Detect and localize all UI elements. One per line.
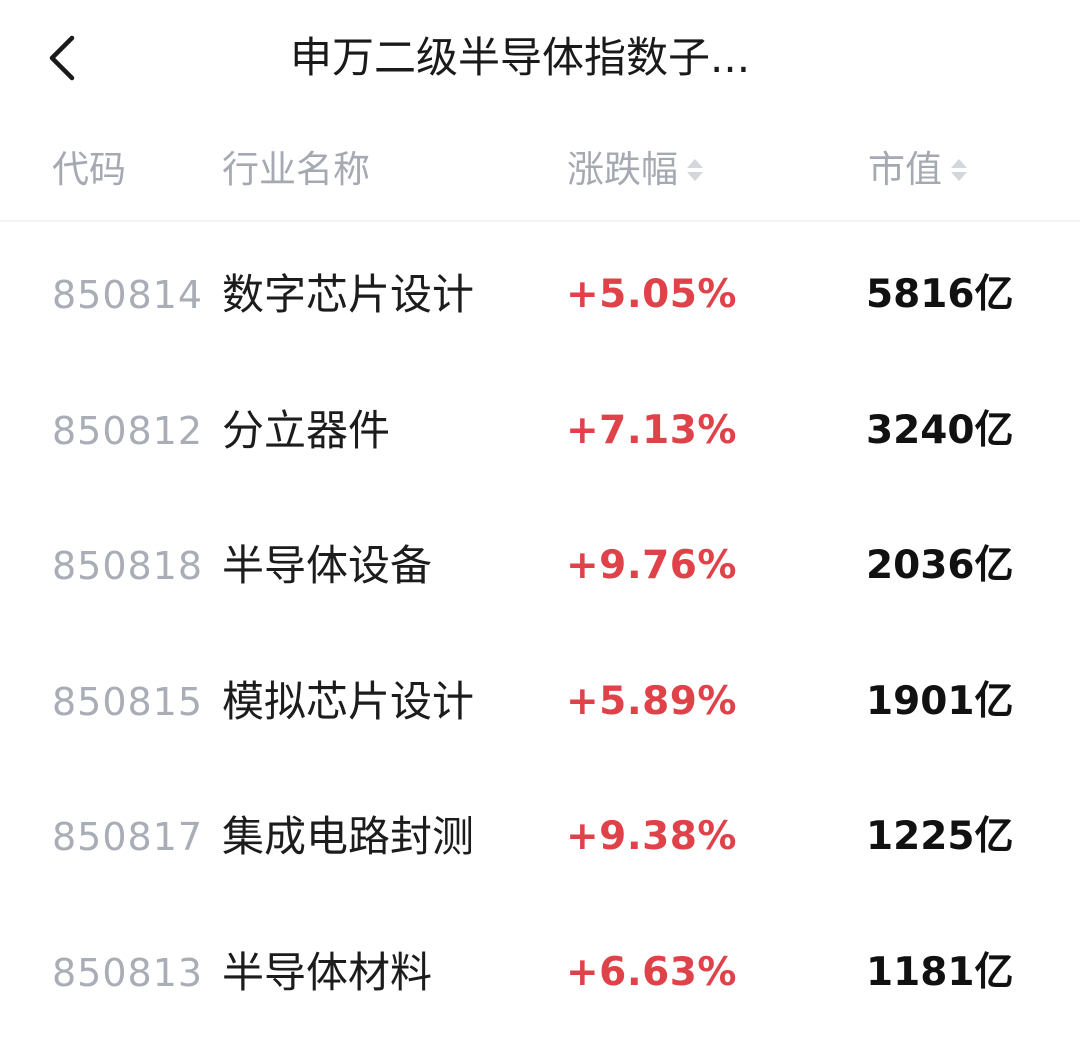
row-change: +7.13% bbox=[566, 407, 737, 453]
row-industry-name: 集成电路封测 bbox=[222, 812, 475, 861]
row-market-cap: 3240亿 bbox=[866, 407, 1014, 453]
sort-icon bbox=[948, 150, 970, 190]
column-header-market-cap-label: 市值 bbox=[868, 148, 942, 191]
row-change: +9.38% bbox=[566, 814, 737, 859]
row-industry-name: 分立器件 bbox=[222, 405, 391, 455]
back-button[interactable] bbox=[30, 22, 100, 92]
row-market-cap: 1181亿 bbox=[866, 949, 1014, 995]
column-header-change-label: 涨跌幅 bbox=[567, 148, 678, 191]
row-code: 850814 bbox=[52, 273, 204, 317]
table-body: 850814 数字芯片设计 +5.05% 5816亿 850812 分立器件 +… bbox=[0, 222, 1080, 1035]
row-industry-name: 半导体材料 bbox=[222, 947, 433, 997]
table-header: 代码 行业名称 涨跌幅 市值 bbox=[0, 120, 1080, 222]
chevron-left-icon bbox=[49, 35, 75, 81]
row-market-cap: 1225亿 bbox=[866, 814, 1014, 859]
row-change: +5.05% bbox=[566, 272, 737, 317]
row-code: 850818 bbox=[52, 544, 204, 588]
page-title: 申万二级半导体指数子... bbox=[290, 33, 751, 82]
row-industry-name: 半导体设备 bbox=[222, 541, 433, 590]
table-row[interactable]: 850813 半导体材料 +6.63% 1181亿 bbox=[0, 900, 1080, 1036]
row-code: 850813 bbox=[52, 950, 204, 995]
table-row[interactable]: 850817 集成电路封测 +9.38% 1225亿 bbox=[0, 764, 1080, 900]
column-header-name: 行业名称 bbox=[222, 146, 370, 194]
row-code: 850812 bbox=[52, 408, 204, 453]
row-industry-name: 数字芯片设计 bbox=[222, 270, 475, 319]
row-industry-name: 模拟芯片设计 bbox=[222, 676, 475, 726]
column-header-code: 代码 bbox=[52, 146, 126, 194]
column-header-code-label: 代码 bbox=[52, 148, 126, 191]
row-code: 850817 bbox=[52, 815, 204, 859]
row-change: +5.89% bbox=[566, 678, 737, 724]
sort-icon bbox=[684, 150, 706, 190]
table-row[interactable]: 850815 模拟芯片设计 +5.89% 1901亿 bbox=[0, 629, 1080, 765]
table-row[interactable]: 850814 数字芯片设计 +5.05% 5816亿 bbox=[0, 222, 1080, 358]
row-market-cap: 1901亿 bbox=[866, 678, 1014, 724]
table-row[interactable]: 850818 半导体设备 +9.76% 2036亿 bbox=[0, 493, 1080, 629]
column-header-name-label: 行业名称 bbox=[222, 148, 370, 191]
top-bar: 申万二级半导体指数子... bbox=[0, 0, 1080, 120]
row-code: 850815 bbox=[52, 679, 204, 724]
column-header-change-sort[interactable]: 涨跌幅 bbox=[567, 146, 706, 194]
column-header-market-cap-sort[interactable]: 市值 bbox=[868, 146, 970, 194]
row-market-cap: 2036亿 bbox=[866, 543, 1014, 588]
table-row[interactable]: 850812 分立器件 +7.13% 3240亿 bbox=[0, 358, 1080, 494]
row-change: +9.76% bbox=[566, 543, 737, 588]
row-change: +6.63% bbox=[566, 949, 737, 995]
row-market-cap: 5816亿 bbox=[866, 272, 1014, 317]
